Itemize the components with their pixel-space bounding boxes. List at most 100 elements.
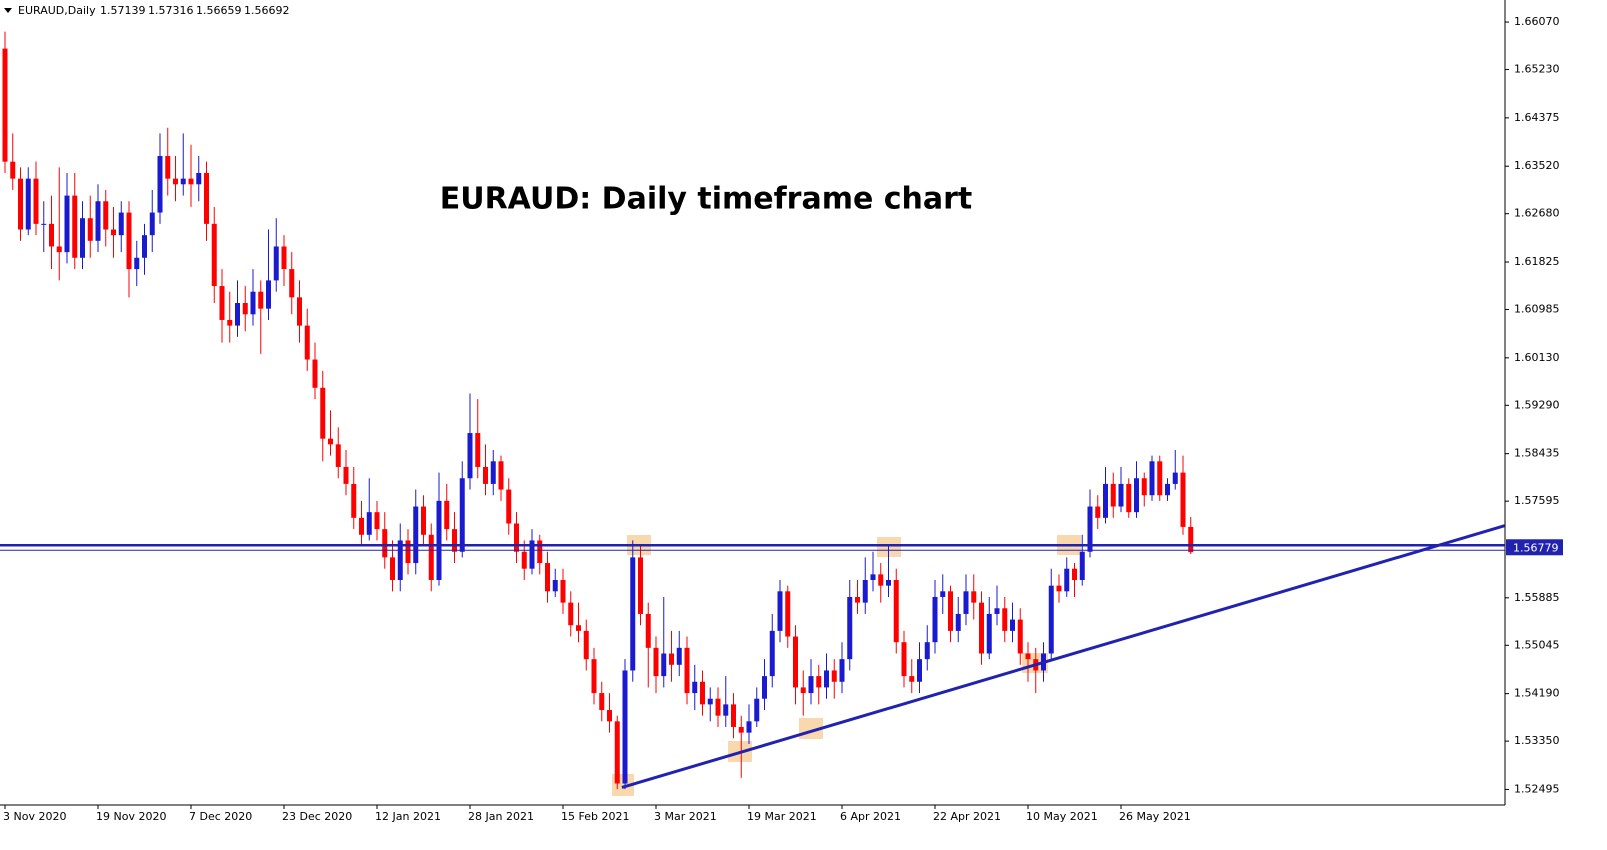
candle-body — [560, 580, 566, 603]
candle-body — [707, 698, 713, 705]
candle-body — [521, 551, 527, 569]
y-tick-label: 1.64375 — [1514, 111, 1560, 124]
x-tick-label: 6 Apr 2021 — [840, 810, 901, 823]
candle-body — [335, 444, 341, 467]
x-tick-label: 23 Dec 2020 — [282, 810, 352, 823]
candle-body — [979, 602, 984, 654]
candle-body — [1002, 608, 1008, 631]
candle-body — [529, 540, 535, 569]
candle-body — [769, 630, 775, 677]
candle-body — [397, 540, 403, 581]
y-tick-label: 1.55885 — [1514, 591, 1560, 604]
candle-body — [1180, 472, 1186, 527]
candle-body — [1149, 461, 1155, 496]
y-tick-label: 1.52495 — [1514, 782, 1560, 795]
candle-body — [676, 647, 682, 665]
candle-body — [816, 676, 822, 688]
candle-body — [1157, 461, 1163, 496]
candle-body — [149, 212, 155, 236]
candle-body — [211, 223, 217, 287]
candle-body — [847, 596, 853, 660]
y-tick-label: 1.59290 — [1514, 398, 1560, 411]
candle-body — [824, 670, 829, 688]
candle-body — [940, 591, 946, 597]
candle-body — [731, 704, 736, 727]
candle-body — [180, 178, 186, 185]
y-tick-label: 1.63520 — [1514, 159, 1560, 172]
candle-body — [754, 698, 760, 722]
menu-arrow — [4, 8, 12, 13]
candle-body — [793, 636, 798, 688]
x-tick-label: 28 Jan 2021 — [468, 810, 534, 823]
candle-body — [653, 647, 659, 677]
candle-body — [622, 670, 628, 784]
candle-body — [576, 625, 581, 631]
candle-body — [312, 359, 318, 388]
candle-body — [808, 676, 814, 694]
candle-body — [250, 291, 256, 315]
candle-body — [41, 223, 47, 225]
y-tick-label: 1.62680 — [1514, 207, 1560, 220]
candle-body — [103, 201, 109, 230]
candle-body — [196, 172, 202, 185]
candle-body — [955, 613, 961, 631]
candle-body — [173, 178, 178, 185]
candle-body — [374, 512, 380, 530]
candle-body — [405, 540, 411, 564]
price-label-box — [1506, 539, 1563, 556]
candle-body — [1165, 483, 1170, 496]
candle-body — [25, 178, 31, 230]
candle-body — [1048, 585, 1054, 654]
candle-body — [80, 218, 85, 258]
candle-body — [777, 591, 783, 631]
candle-body — [281, 246, 287, 270]
candle-body — [444, 500, 450, 530]
candle-body — [56, 246, 62, 253]
candle-body — [157, 156, 163, 213]
x-tick-label: 12 Jan 2021 — [375, 810, 441, 823]
x-tick-label: 19 Nov 2020 — [96, 810, 166, 823]
candle-body — [498, 461, 504, 490]
candle-body — [436, 500, 442, 581]
candle-body — [1141, 478, 1147, 496]
candle-body — [421, 506, 426, 535]
candle-body — [607, 710, 612, 722]
trendline — [621, 524, 1506, 789]
candle-body — [591, 659, 597, 694]
candle-body — [413, 506, 419, 564]
candle-body — [568, 602, 574, 626]
candle-body — [800, 687, 806, 694]
candle-body — [475, 433, 481, 467]
candle-body — [645, 613, 651, 648]
candle-body — [870, 574, 876, 581]
candle-body — [467, 433, 473, 479]
x-tick-label: 10 May 2021 — [1026, 810, 1098, 823]
candle-body — [537, 540, 543, 564]
candle-body — [452, 529, 457, 552]
candle-body — [924, 642, 930, 660]
candle-body — [188, 178, 194, 185]
x-tick-label: 15 Feb 2021 — [561, 810, 629, 823]
candle-body — [932, 596, 938, 643]
candle-body — [986, 613, 992, 654]
candle-body — [366, 512, 372, 535]
candle-body — [1025, 653, 1031, 660]
candle-body — [483, 466, 488, 484]
candle-body — [219, 286, 225, 320]
y-tick-label: 1.60130 — [1514, 351, 1560, 364]
candle-body — [1188, 526, 1194, 553]
candle-body — [142, 235, 147, 258]
candle-body — [661, 653, 667, 677]
symbol: EURAUD,Daily — [18, 4, 96, 17]
candle-body — [165, 156, 171, 179]
header-low: 1.56659 — [196, 4, 242, 17]
header-high: 1.57316 — [148, 4, 194, 17]
chart-title: EURAUD: Daily timeframe chart — [440, 182, 973, 217]
candle-body — [1103, 483, 1108, 518]
candle-body — [87, 218, 93, 241]
candle-body — [630, 557, 636, 671]
candle-body — [963, 591, 969, 614]
candle-body — [235, 303, 240, 326]
candle-body — [1010, 619, 1015, 631]
candle-body — [552, 580, 558, 592]
